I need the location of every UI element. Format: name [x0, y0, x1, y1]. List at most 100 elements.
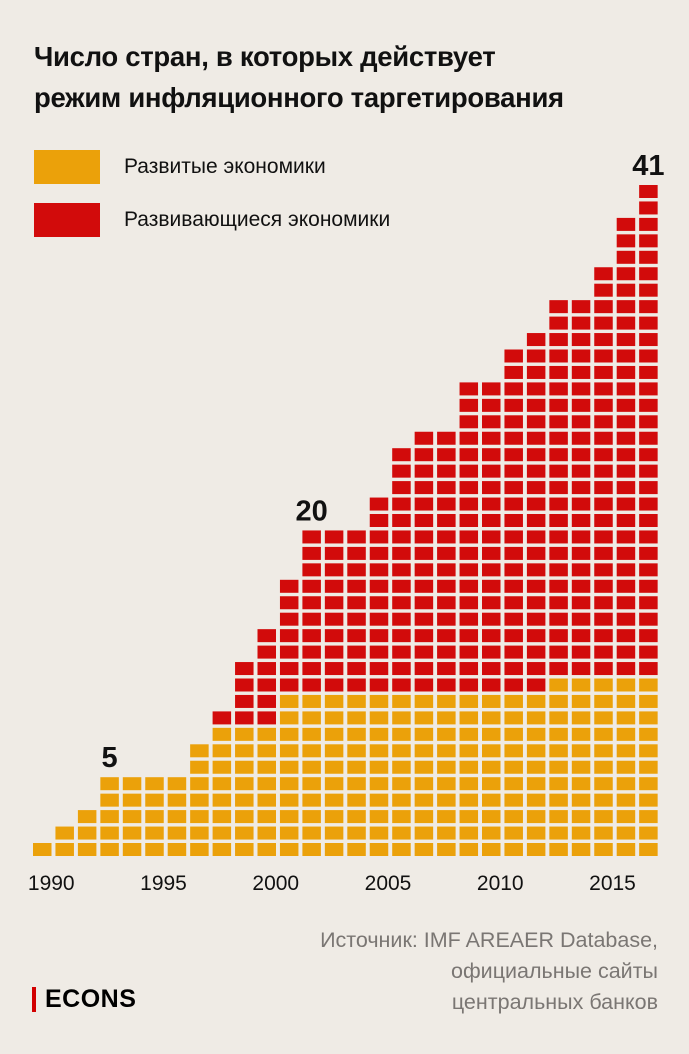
developed-square-2003-8: [324, 727, 344, 741]
developing-square-2004-17: [347, 579, 366, 593]
developing-square-2017-33: [639, 316, 658, 330]
developing-square-2016-24: [616, 464, 636, 478]
developing-square-2002-19: [302, 546, 321, 560]
developing-square-2015-17: [594, 579, 613, 593]
developed-square-2006-4: [392, 793, 411, 807]
developing-square-2016-31: [616, 349, 636, 363]
developing-square-2005-14: [369, 629, 389, 643]
developed-square-2014-1: [571, 843, 591, 856]
developing-square-2010-22: [482, 497, 501, 511]
developing-square-2010-25: [482, 448, 501, 462]
developing-square-2006-17: [392, 579, 411, 593]
developing-square-2010-28: [482, 398, 501, 412]
developing-square-2008-14: [437, 629, 456, 643]
developed-square-1992-3: [77, 810, 97, 824]
annotation-1993: 5: [102, 742, 118, 774]
developed-square-2007-6: [414, 760, 434, 774]
developing-square-2012-24: [526, 464, 546, 478]
developed-square-2003-9: [324, 711, 344, 725]
developed-square-1993-2: [100, 826, 119, 840]
developing-square-2005-11: [369, 678, 389, 692]
developing-square-2015-30: [594, 365, 613, 379]
developing-square-2014-17: [571, 579, 591, 593]
developing-square-2013-19: [549, 546, 568, 560]
developed-square-2014-9: [571, 711, 591, 725]
developed-square-2015-11: [594, 678, 613, 692]
developed-square-2016-11: [616, 678, 636, 692]
developing-square-2015-35: [594, 283, 613, 297]
developing-square-2015-29: [594, 382, 613, 396]
developing-square-2009-26: [459, 431, 479, 445]
developed-square-2015-4: [594, 793, 613, 807]
developing-square-2017-18: [639, 563, 658, 577]
developing-square-2016-21: [616, 514, 636, 527]
developing-square-2003-19: [324, 546, 344, 560]
developed-square-2014-7: [571, 744, 591, 758]
developing-square-1999-9: [235, 711, 254, 725]
developing-square-2016-27: [616, 415, 636, 429]
developing-square-2005-15: [369, 612, 389, 626]
developing-square-2009-28: [459, 398, 479, 412]
developing-square-2005-12: [369, 662, 389, 676]
developing-square-2013-26: [549, 431, 568, 445]
developing-square-2006-22: [392, 497, 411, 511]
developing-square-2007-16: [414, 596, 434, 610]
developed-square-1992-2: [77, 826, 97, 840]
developing-square-2001-17: [279, 579, 299, 593]
developed-square-2008-6: [437, 760, 456, 774]
developed-square-2001-10: [279, 694, 299, 708]
developed-square-1999-4: [235, 793, 254, 807]
developed-square-2011-9: [504, 711, 523, 725]
developed-square-1999-2: [235, 826, 254, 840]
developed-square-1991-2: [55, 826, 74, 840]
developing-square-2011-19: [504, 546, 523, 560]
developing-square-2013-30: [549, 365, 568, 379]
developing-square-2004-11: [347, 678, 366, 692]
developing-square-2008-18: [437, 563, 456, 577]
developing-square-2017-32: [639, 333, 658, 347]
developing-square-2017-34: [639, 300, 658, 314]
developing-square-2015-12: [594, 662, 613, 676]
developed-square-2006-5: [392, 777, 411, 791]
developing-square-2014-25: [571, 448, 591, 462]
developed-square-2012-3: [526, 810, 546, 824]
developing-square-2013-31: [549, 349, 568, 363]
developing-square-2009-15: [459, 612, 479, 626]
developing-square-2014-33: [571, 316, 591, 330]
developing-square-2012-26: [526, 431, 546, 445]
developing-square-2005-19: [369, 546, 389, 560]
developing-square-2013-20: [549, 530, 568, 544]
developing-square-2011-11: [504, 678, 523, 692]
developing-square-2012-16: [526, 596, 546, 610]
developed-square-2003-4: [324, 793, 344, 807]
developing-square-2007-17: [414, 579, 434, 593]
developing-square-2007-24: [414, 464, 434, 478]
developed-square-2005-6: [369, 760, 389, 774]
developing-square-2009-22: [459, 497, 479, 511]
developing-square-2003-12: [324, 662, 344, 676]
developing-square-2011-27: [504, 415, 523, 429]
developed-square-2003-1: [324, 843, 344, 856]
developing-square-2017-30: [639, 365, 658, 379]
developed-square-2004-7: [347, 744, 366, 758]
developing-square-2012-12: [526, 662, 546, 676]
developing-square-2011-13: [504, 645, 523, 659]
developing-square-2010-15: [482, 612, 501, 626]
developing-square-2016-18: [616, 563, 636, 577]
developing-square-2003-20: [324, 530, 344, 544]
developed-square-2013-7: [549, 744, 568, 758]
developed-square-1993-4: [100, 793, 119, 807]
developed-square-2008-3: [437, 810, 456, 824]
developed-square-2017-9: [639, 711, 658, 725]
developing-square-2010-16: [482, 596, 501, 610]
developed-square-2013-6: [549, 760, 568, 774]
developing-square-2016-22: [616, 497, 636, 511]
developing-square-2008-13: [437, 645, 456, 659]
developing-square-2017-17: [639, 579, 658, 593]
developed-square-1993-3: [100, 810, 119, 824]
developed-square-2010-3: [482, 810, 501, 824]
developed-square-2012-7: [526, 744, 546, 758]
developing-square-2009-27: [459, 415, 479, 429]
developing-square-2009-18: [459, 563, 479, 577]
developed-square-2011-10: [504, 694, 523, 708]
